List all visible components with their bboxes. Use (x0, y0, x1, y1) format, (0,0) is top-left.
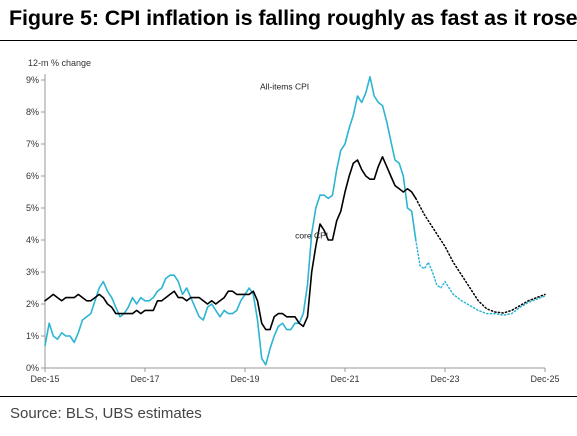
y-tick-label: 2% (26, 299, 39, 309)
x-tick-label: Dec-17 (130, 374, 159, 384)
x-axis: Dec-15 Dec-17 Dec-19 Dec-21 Dec-23 Dec-25 (30, 367, 560, 384)
x-tick-label: Dec-25 (530, 374, 559, 384)
y-tick-label: 5% (26, 203, 39, 213)
y-tick-label: 8% (26, 107, 39, 117)
source-note: Source: BLS, UBS estimates (10, 405, 202, 422)
y-tick-label: 1% (26, 331, 39, 341)
x-tick-label: Dec-21 (330, 374, 359, 384)
plot-lines (44, 76, 546, 366)
title-rule (0, 40, 577, 41)
series-label-all-items-cpi: All-items CPI (260, 82, 309, 92)
y-tick-label: 9% (26, 75, 39, 85)
y-tick-label: 3% (26, 267, 39, 277)
y-axis-label: 12-m % change (28, 58, 91, 68)
series-line-core-cpi (44, 156, 417, 331)
bottom-rule (0, 396, 577, 397)
series-label-core-cpi: core CPI (295, 230, 328, 240)
cpi-line-chart: 12-m % change 0% 1% 2% 3% 4% 5% 6% 7% 8% 9% Dec-1… (26, 58, 560, 384)
series-line-all-items-cpi (44, 76, 417, 366)
y-tick-label: 6% (26, 171, 39, 181)
y-tick-label: 7% (26, 139, 39, 149)
y-axis: 0% 1% 2% 3% 4% 5% 6% 7% 8% 9% (26, 74, 46, 373)
y-tick-label: 0% (26, 363, 39, 373)
series-line-core-cpi-ubs-estimate (415, 197, 546, 314)
x-tick-label: Dec-19 (230, 374, 259, 384)
figure-title: Figure 5: CPI inflation is falling rough… (9, 6, 577, 30)
series-line-all-items-cpi-ubs-estimate (415, 239, 546, 316)
x-tick-label: Dec-15 (30, 374, 59, 384)
series-labels: All-items CPI core CPI (260, 82, 328, 241)
y-tick-label: 4% (26, 235, 39, 245)
x-tick-label: Dec-23 (430, 374, 459, 384)
